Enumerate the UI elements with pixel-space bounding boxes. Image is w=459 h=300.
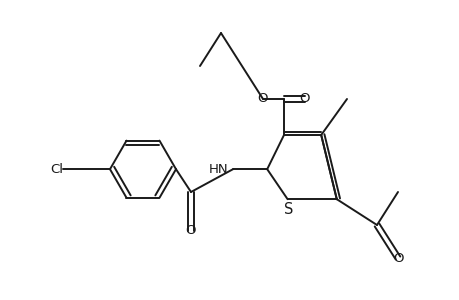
Text: O: O: [392, 251, 403, 265]
Text: O: O: [299, 92, 309, 106]
Text: Cl: Cl: [50, 163, 63, 176]
Text: O: O: [185, 224, 196, 238]
Text: HN: HN: [208, 163, 228, 176]
Text: S: S: [284, 202, 293, 217]
Text: O: O: [257, 92, 268, 106]
